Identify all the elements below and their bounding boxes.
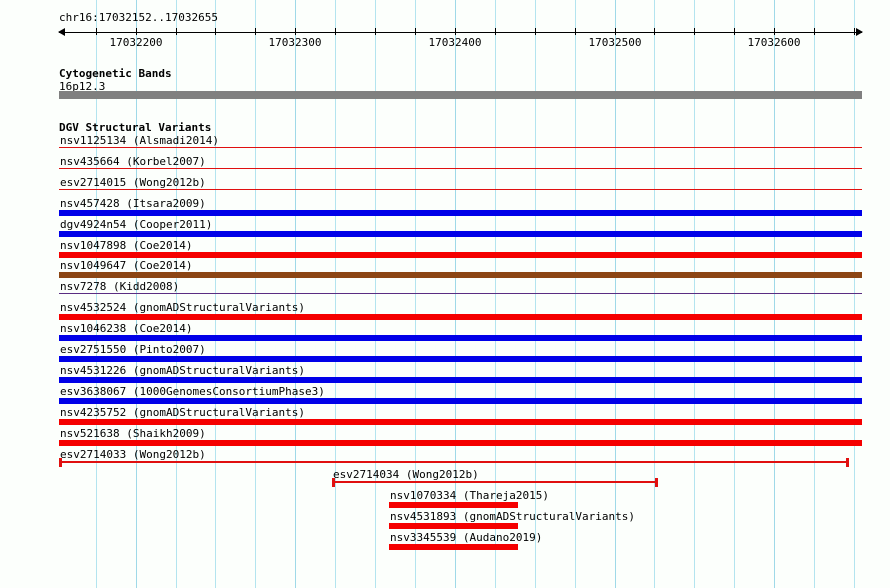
ruler-tick — [215, 28, 216, 35]
gridline — [654, 0, 655, 588]
variant-feature-endcap — [655, 478, 658, 487]
ruler-tick — [694, 28, 695, 35]
variant-track-label[interactable]: nsv1049647 (Coe2014) — [60, 259, 193, 272]
variant-feature-bar[interactable] — [59, 189, 862, 190]
axis-line — [59, 32, 862, 33]
variant-feature-bar[interactable] — [59, 210, 862, 216]
ruler-tick — [615, 28, 616, 35]
variant-feature-bar[interactable] — [59, 168, 862, 169]
variant-track-label[interactable]: nsv435664 (Korbel2007) — [60, 155, 206, 168]
ruler-tick-label: 17032600 — [747, 36, 801, 49]
cytogenetic-bands-title: Cytogenetic Bands — [59, 67, 172, 80]
gridline — [575, 0, 576, 588]
variant-feature-bar[interactable] — [59, 398, 862, 404]
ruler-tick — [136, 28, 137, 35]
variant-track-label[interactable]: nsv1070334 (Thareja2015) — [390, 489, 549, 502]
gridline — [734, 0, 735, 588]
ruler-tick — [814, 28, 815, 35]
arrow-left-icon[interactable] — [58, 28, 65, 36]
cytoband-bar[interactable] — [59, 91, 862, 99]
variant-feature-bar[interactable] — [59, 231, 862, 237]
cytoband-label: 16p12.3 — [59, 80, 106, 93]
gridline — [255, 0, 256, 588]
variant-feature-bar[interactable] — [389, 502, 518, 508]
variant-track-label[interactable]: esv2714034 (Wong2012b) — [333, 468, 479, 481]
arrow-right-icon[interactable] — [856, 28, 863, 36]
variant-feature-endcap — [846, 458, 849, 467]
variant-feature-bar[interactable] — [59, 377, 862, 383]
variant-feature-bar[interactable] — [59, 461, 849, 463]
variant-feature-bar[interactable] — [59, 314, 862, 320]
variant-feature-endcap — [332, 478, 335, 487]
ruler-tick — [774, 28, 775, 35]
gridline — [295, 0, 296, 588]
gridline — [774, 0, 775, 588]
ruler-tick — [255, 28, 256, 35]
ruler-tick — [575, 28, 576, 35]
variant-feature-bar[interactable] — [59, 356, 862, 362]
variant-track-label[interactable]: nsv1125134 (Alsmadi2014) — [60, 134, 219, 147]
region-locus-label: chr16:17032152..17032655 — [59, 11, 218, 24]
ruler-tick — [295, 28, 296, 35]
variant-feature-bar[interactable] — [59, 252, 862, 258]
variant-track-label[interactable]: nsv4235752 (gnomADStructuralVariants) — [60, 406, 306, 419]
ruler-tick-label: 17032300 — [268, 36, 322, 49]
ruler-tick — [375, 28, 376, 35]
ruler-tick-label: 17032500 — [588, 36, 642, 49]
ruler-tick — [535, 28, 536, 35]
gridline — [176, 0, 177, 588]
variant-track-label[interactable]: esv3638067 (1000GenomesConsortiumPhase3) — [60, 385, 325, 398]
variant-feature-bar[interactable] — [59, 335, 862, 341]
variant-feature-bar[interactable] — [389, 544, 518, 550]
variant-track-label[interactable]: nsv4532524 (gnomADStructuralVariants) — [60, 301, 306, 314]
ruler-tick — [415, 28, 416, 35]
ruler-tick — [734, 28, 735, 35]
gridline — [375, 0, 376, 588]
variant-track-label[interactable]: nsv4531893 (gnomADStructuralVariants) — [390, 510, 636, 523]
variant-feature-bar[interactable] — [59, 440, 862, 446]
variant-track-label[interactable]: esv2751550 (Pinto2007) — [60, 343, 206, 356]
gridline — [854, 0, 855, 588]
variant-track-label[interactable]: nsv4531226 (gnomADStructuralVariants) — [60, 364, 306, 377]
gridline — [215, 0, 216, 588]
gridline — [694, 0, 695, 588]
ruler-tick-label: 17032200 — [109, 36, 163, 49]
ruler-tick — [654, 28, 655, 35]
gridline — [136, 0, 137, 588]
ruler-tick — [455, 28, 456, 35]
variant-feature-endcap — [59, 458, 62, 467]
variant-track-label[interactable]: dgv4924n54 (Cooper2011) — [60, 218, 213, 231]
ruler-tick — [96, 28, 97, 35]
variant-track-label[interactable]: nsv457428 (Itsara2009) — [60, 197, 206, 210]
variant-feature-bar[interactable] — [59, 272, 862, 278]
variant-feature-bar[interactable] — [59, 293, 862, 294]
variant-track-label[interactable]: nsv1047898 (Coe2014) — [60, 239, 193, 252]
variant-feature-bar[interactable] — [59, 147, 862, 148]
gridline — [615, 0, 616, 588]
ruler-tick-label: 17032400 — [428, 36, 482, 49]
variant-feature-bar[interactable] — [389, 523, 518, 529]
ruler-tick — [176, 28, 177, 35]
ruler-tick — [495, 28, 496, 35]
variant-track-label[interactable]: esv2714033 (Wong2012b) — [60, 448, 206, 461]
variant-track-label[interactable]: nsv7278 (Kidd2008) — [60, 280, 180, 293]
gridline — [814, 0, 815, 588]
coordinate-ruler[interactable]: chr16:17032152..17032655 17032200 1703230… — [0, 0, 890, 52]
ruler-tick — [854, 28, 855, 35]
variant-track-label[interactable]: esv2714015 (Wong2012b) — [60, 176, 206, 189]
variant-track-label[interactable]: nsv521638 (Shaikh2009) — [60, 427, 206, 440]
variant-feature-bar[interactable] — [59, 419, 862, 425]
variant-feature-bar[interactable] — [332, 481, 658, 483]
variant-track-label[interactable]: nsv3345539 (Audano2019) — [390, 531, 543, 544]
dgv-structural-variants-title: DGV Structural Variants — [59, 121, 212, 134]
variant-track-label[interactable]: nsv1046238 (Coe2014) — [60, 322, 193, 335]
gridline — [335, 0, 336, 588]
ruler-tick — [335, 28, 336, 35]
